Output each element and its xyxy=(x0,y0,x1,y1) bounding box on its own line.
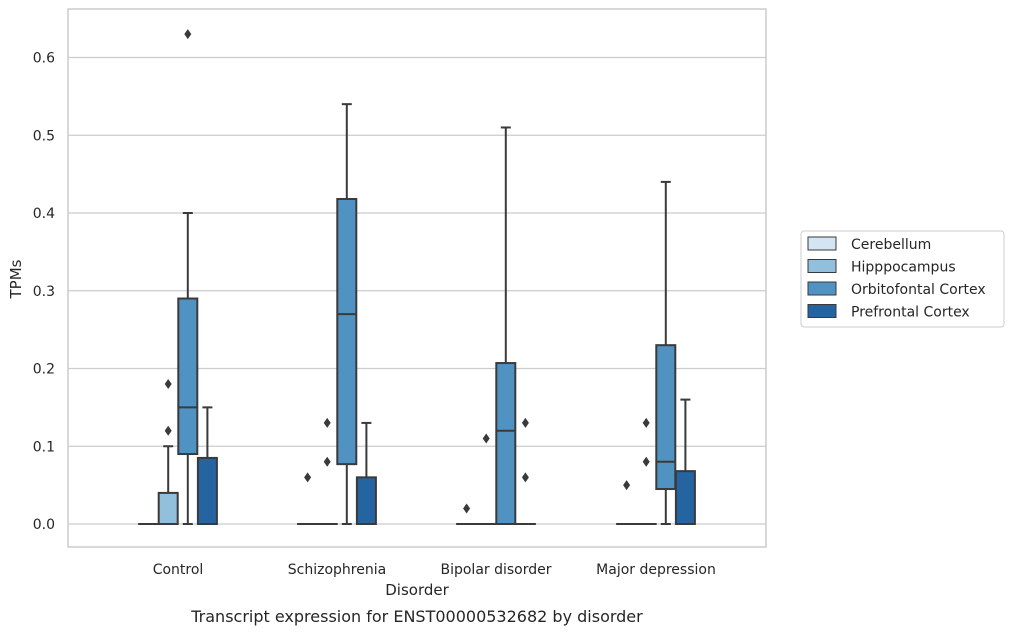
box-body xyxy=(196,456,218,526)
outlier-point xyxy=(521,472,529,483)
box-body xyxy=(177,297,199,456)
chart-title: Transcript expression for ENST0000053268… xyxy=(190,607,643,626)
box xyxy=(514,417,536,526)
outlier-point xyxy=(304,472,312,483)
y-tick-label: 0.3 xyxy=(33,284,55,300)
outlier-point xyxy=(623,480,631,491)
outlier-point xyxy=(642,456,650,467)
legend: Cerebellum Hipppocampus Orbitofontal Corte… xyxy=(800,230,1005,328)
outlier-point xyxy=(482,433,490,444)
box xyxy=(475,433,497,526)
x-tick-labels: Control Schizophrenia Bipolar disorder Majo… xyxy=(153,562,716,578)
x-tick-label: Schizophrenia xyxy=(288,562,386,578)
plot-frame xyxy=(67,8,767,548)
outlier-point xyxy=(323,417,331,428)
box xyxy=(157,379,179,525)
box-body xyxy=(157,491,179,525)
outlier-point xyxy=(184,29,192,40)
y-tick-label: 0.1 xyxy=(33,439,55,455)
series-prefrontal-cortex xyxy=(196,398,696,526)
x-axis-label: Disorder xyxy=(385,581,449,599)
x-tick-label: Major depression xyxy=(596,562,716,578)
outlier-point xyxy=(323,456,331,467)
box xyxy=(674,398,696,526)
box-body xyxy=(655,344,677,491)
box xyxy=(495,126,517,525)
box xyxy=(616,480,638,526)
outlier-point xyxy=(164,379,172,390)
box xyxy=(336,103,358,525)
y-tick-label: 0.2 xyxy=(33,362,55,378)
box xyxy=(196,406,218,526)
box-body xyxy=(495,362,517,525)
box xyxy=(655,180,677,525)
legend-swatch xyxy=(807,281,837,296)
legend-label: Prefrontal Cortex xyxy=(851,305,970,321)
box xyxy=(456,503,478,526)
outlier-point xyxy=(642,417,650,428)
box-body xyxy=(674,470,696,526)
series-hipppocampus xyxy=(157,379,657,526)
x-tick-label: Control xyxy=(153,562,204,578)
series-cerebellum xyxy=(138,472,638,526)
box xyxy=(297,472,319,526)
outlier-point xyxy=(463,503,471,514)
y-tick-label: 0.0 xyxy=(33,517,55,533)
series-orbitofontal-cortex xyxy=(177,29,677,525)
y-tick-labels: 0.0 0.1 0.2 0.3 0.4 0.5 0.6 xyxy=(33,51,55,534)
legend-label: Hipppocampus xyxy=(851,260,956,276)
outlier-point xyxy=(164,425,172,436)
legend-frame xyxy=(800,230,1005,328)
box-body xyxy=(336,198,358,466)
legend-swatch xyxy=(807,259,837,273)
box-series xyxy=(138,29,696,526)
y-tick-label: 0.4 xyxy=(33,206,55,222)
y-tick-label: 0.6 xyxy=(33,51,55,67)
box xyxy=(635,417,657,526)
y-tick-label: 0.5 xyxy=(33,128,55,144)
legend-items: Cerebellum Hipppocampus Orbitofontal Corte… xyxy=(807,236,986,321)
box xyxy=(177,29,199,525)
box-body xyxy=(355,476,377,526)
legend-swatch xyxy=(807,304,837,318)
legend-swatch xyxy=(807,236,837,251)
outlier-point xyxy=(521,417,529,428)
box xyxy=(355,421,377,526)
legend-label: Orbitofontal Cortex xyxy=(851,282,986,298)
y-axis-label: TPMs xyxy=(7,259,25,299)
x-tick-label: Bipolar disorder xyxy=(440,562,551,578)
box xyxy=(316,417,338,526)
legend-label: Cerebellum xyxy=(851,237,931,253)
